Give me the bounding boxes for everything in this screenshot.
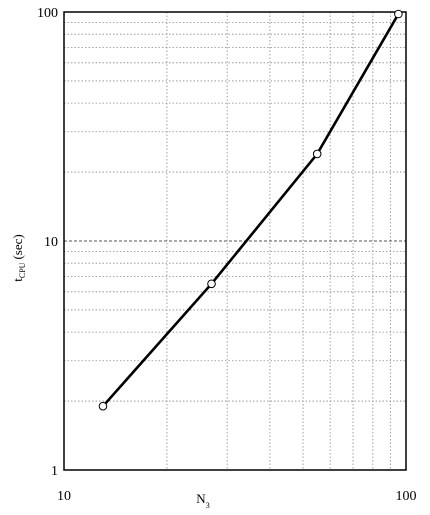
series-markers	[98, 9, 403, 411]
x-axis-label-sub: 3	[206, 501, 210, 510]
series-line	[102, 13, 400, 408]
x-axis-label-main: N	[196, 491, 206, 506]
y-tick-label: 1	[51, 464, 58, 479]
tick-labels: 10 100 1 10 100	[37, 6, 417, 504]
data-point	[98, 401, 108, 411]
x-axis-label: N3	[196, 491, 209, 510]
y-axis-label-main: t	[10, 278, 25, 282]
y-tick-label: 10	[44, 235, 58, 250]
x-tick-label: 100	[396, 489, 417, 504]
plot-frame	[63, 11, 407, 471]
y-axis-label-unit: (sec)	[10, 234, 25, 259]
y-axis-label-sub: CPU	[18, 262, 27, 278]
y-tick-label: 100	[37, 6, 58, 21]
y-axis-label: tCPU (sec)	[10, 234, 27, 281]
data-point	[394, 9, 403, 19]
x-tick-label: 10	[57, 489, 71, 504]
data-point	[207, 279, 216, 289]
data-point	[312, 149, 322, 159]
grid	[64, 12, 406, 470]
